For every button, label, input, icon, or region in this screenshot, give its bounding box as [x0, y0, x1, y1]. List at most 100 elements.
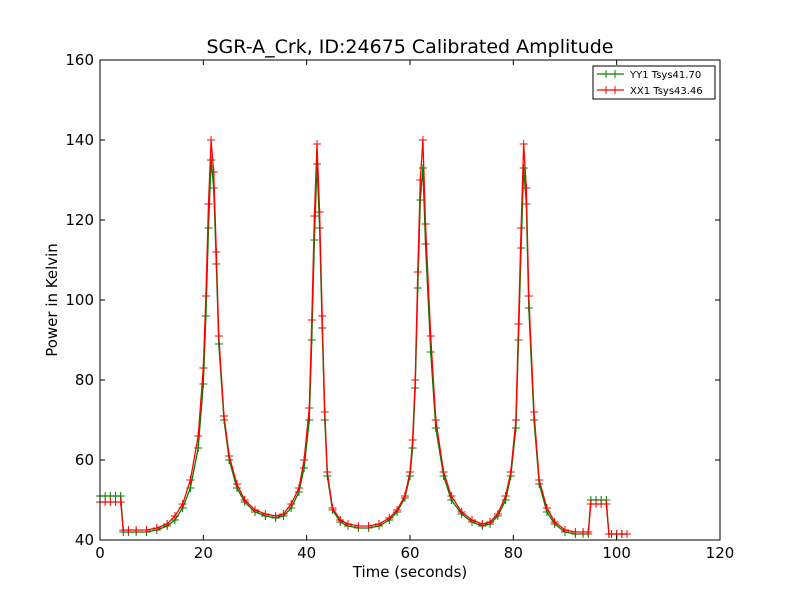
legend-label: XX1 Tsys43.46: [630, 86, 703, 97]
data-point-xx1: [519, 140, 528, 148]
data-point-xx1: [364, 522, 373, 530]
legend-label: YY1 Tsys41.70: [629, 70, 701, 81]
legend-item-yy1: YY1 Tsys41.70: [597, 70, 701, 81]
data-point-xx1: [240, 496, 249, 504]
data-point-xx1: [163, 520, 172, 528]
data-point-xx1: [287, 500, 296, 508]
data-point-xx1: [522, 184, 531, 192]
data-point-xx1: [294, 484, 303, 492]
data-point-xx1: [602, 500, 611, 508]
data-point-xx1: [447, 492, 456, 500]
x-tick-label: 20: [194, 544, 213, 562]
data-point-xx1: [201, 292, 210, 300]
legend-box: [592, 65, 716, 100]
data-point-xx1: [524, 292, 533, 300]
data-point-xx1: [421, 220, 430, 228]
data-point-xx1: [328, 504, 337, 512]
data-point-xx1: [251, 506, 259, 514]
data-point-xx1: [584, 528, 593, 536]
y-ticks: 40 60 80 100 120 140 160: [65, 51, 720, 549]
data-point-xx1: [623, 530, 631, 538]
data-point-xx1: [132, 526, 141, 534]
data-point-xx1: [320, 408, 329, 416]
data-point-yy1: [305, 416, 314, 424]
data-point-xx1: [212, 248, 221, 256]
data-point-xx1: [530, 408, 538, 416]
chart-title: SGR-A_Crk, ID:24675 Calibrated Amplitude: [206, 36, 613, 58]
data-point-xx1: [418, 136, 427, 144]
data-point-xx1: [400, 492, 409, 500]
data-point-xx1: [220, 412, 228, 420]
data-point-xx1: [542, 504, 551, 512]
data-point-xx1: [199, 364, 208, 372]
data-point-yy1: [207, 156, 216, 164]
data-point-yy1: [418, 164, 427, 172]
data-point-yy1: [300, 464, 309, 472]
data-point-xx1: [142, 526, 151, 534]
data-point-xx1: [310, 212, 319, 220]
data-point-xx1: [170, 512, 179, 520]
y-tick-label: 160: [65, 51, 94, 69]
data-point-xx1: [225, 452, 234, 460]
data-point-xx1: [535, 476, 544, 484]
data-point-yy1: [431, 424, 440, 432]
data-point-xx1: [204, 200, 213, 208]
data-point-xx1: [468, 516, 476, 524]
data-point-xx1: [152, 524, 161, 532]
data-point-xx1: [511, 416, 520, 424]
data-point-yy1: [421, 240, 430, 248]
data-point-xx1: [124, 526, 133, 534]
legend: YY1 Tsys41.70 XX1 Tsys43.46: [592, 65, 716, 100]
data-point-xx1: [493, 510, 502, 518]
data-point-xx1: [486, 518, 495, 526]
y-tick-label: 100: [65, 291, 94, 309]
x-tick-label: 40: [297, 544, 316, 562]
data-point-xx1: [209, 168, 218, 176]
y-tick-label: 40: [75, 531, 94, 549]
data-point-xx1: [561, 526, 569, 534]
data-point-xx1: [431, 416, 440, 424]
data-point-xx1: [307, 316, 316, 324]
x-axis-label: Time (seconds): [352, 563, 468, 581]
data-point-xx1: [305, 404, 314, 412]
x-tick-label: 80: [504, 544, 523, 562]
data-point-xx1: [313, 140, 321, 148]
legend-entries: YY1 Tsys41.70 XX1 Tsys43.46: [597, 70, 703, 97]
data-point-xx1: [411, 376, 420, 384]
data-point-xx1: [571, 528, 580, 536]
data-point-xx1: [186, 476, 195, 484]
data-point-xx1: [550, 518, 559, 526]
data-point-xx1: [178, 500, 187, 508]
series-line-yy1: [100, 159, 627, 535]
data-point-xx1: [439, 468, 448, 476]
data-point-xx1: [323, 468, 332, 476]
x-tick-label: 0: [95, 544, 105, 562]
data-point-xx1: [514, 320, 523, 328]
data-point-xx1: [413, 268, 422, 276]
series-line-xx1: [100, 139, 627, 535]
data-point-xx1: [478, 520, 487, 528]
data-point-xx1: [318, 312, 327, 320]
data-point-xx1: [354, 522, 363, 530]
data-point-xx1: [279, 510, 288, 518]
data-point-xx1: [375, 520, 383, 528]
data-point-xx1: [300, 456, 309, 464]
data-point-xx1: [517, 224, 526, 232]
data-point-xx1: [408, 436, 417, 444]
data-point-xx1: [315, 208, 324, 216]
data-point-xx1: [501, 492, 510, 500]
data-point-xx1: [416, 176, 425, 184]
data-point-xx1: [194, 432, 203, 440]
data-point-yy1: [426, 348, 435, 356]
data-point-xx1: [385, 514, 394, 522]
data-point-xx1: [214, 332, 223, 340]
y-tick-label: 120: [65, 211, 94, 229]
data-point-xx1: [406, 468, 414, 476]
data-point-xx1: [207, 136, 216, 144]
y-axis-label: Power in Kelvin: [43, 243, 61, 357]
legend-item-xx1: XX1 Tsys43.46: [597, 86, 703, 97]
y-tick-label: 80: [75, 371, 94, 389]
x-tick-label: 60: [400, 544, 419, 562]
data-point-xx1: [336, 516, 345, 524]
